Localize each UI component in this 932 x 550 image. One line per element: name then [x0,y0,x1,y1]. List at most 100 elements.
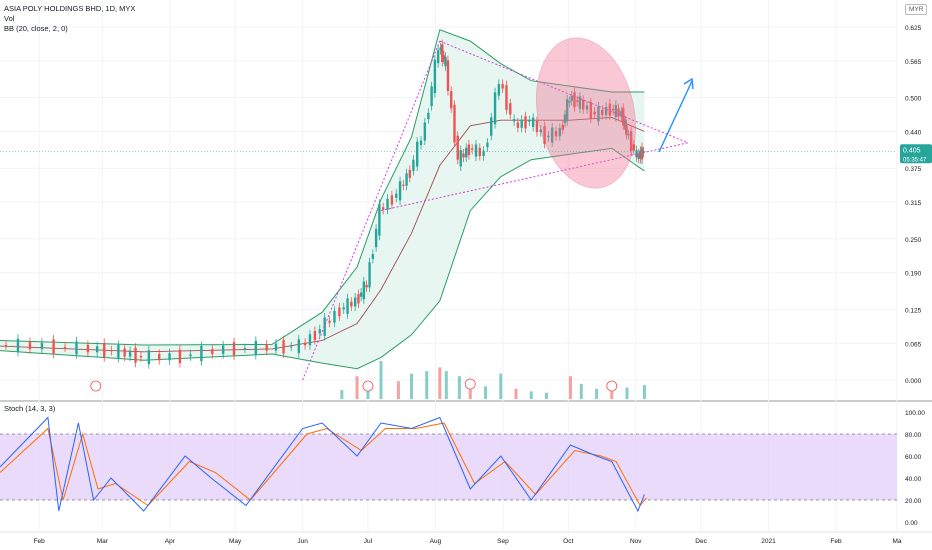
candle-body[interactable] [110,350,113,352]
candle-body[interactable] [456,135,459,160]
earnings-marker[interactable] [464,378,476,390]
candle-body[interactable] [117,344,120,358]
candle-body[interactable] [570,95,573,101]
candle-body[interactable] [433,59,437,94]
candle-body[interactable] [547,135,550,138]
candle-body[interactable] [474,144,478,157]
candle-body[interactable] [632,144,636,151]
candle-body[interactable] [28,342,32,350]
candle-body[interactable] [419,140,423,146]
candle-body[interactable] [601,109,604,116]
candle-body[interactable] [462,153,465,158]
candle-body[interactable] [362,281,366,300]
candle-body[interactable] [333,310,336,323]
candle-body[interactable] [589,102,593,119]
candle-body[interactable] [359,292,363,297]
candle-body[interactable] [614,104,618,118]
candle-body[interactable] [470,148,474,150]
candle-body[interactable] [123,348,126,357]
candle-body[interactable] [505,85,508,111]
candle-body[interactable] [232,342,236,356]
candle-body[interactable] [446,60,450,92]
candle-body[interactable] [427,112,430,120]
candle-body[interactable] [490,117,493,136]
candle-body[interactable] [398,181,402,201]
candle-body[interactable] [565,99,569,122]
candle-body[interactable] [243,348,247,350]
candle-body[interactable] [297,339,301,354]
bollinger-label[interactable]: BB (20, close, 2, 0) [4,24,68,33]
candle-body[interactable] [211,349,214,355]
candle-body[interactable] [265,344,268,351]
candle-body[interactable] [147,350,151,365]
candle-body[interactable] [558,128,562,137]
candle-body[interactable] [75,341,78,355]
candle-body[interactable] [444,56,447,67]
candle-body[interactable] [642,151,645,153]
candle-body[interactable] [543,126,546,144]
candle-body[interactable] [408,169,412,178]
candle-body[interactable] [597,106,600,122]
stochastic-label[interactable]: Stoch (14, 3, 3) [4,404,56,413]
candle-body[interactable] [516,122,520,128]
candle-body[interactable] [573,92,576,108]
candle-body[interactable] [512,119,516,122]
candle-body[interactable] [550,127,554,143]
candle-body[interactable] [158,353,161,361]
currency-badge[interactable]: MYR [905,4,928,15]
candle-body[interactable] [4,344,8,346]
candle-body[interactable] [386,198,389,210]
candle-body[interactable] [371,254,375,259]
candle-body[interactable] [95,346,99,353]
candle-body[interactable] [497,84,501,96]
candle-body[interactable] [289,346,293,348]
candle-body[interactable] [568,100,571,103]
candle-body[interactable] [128,351,132,357]
candle-body[interactable] [486,142,489,148]
candle-body[interactable] [622,107,625,126]
candle-body[interactable] [412,159,415,172]
stoch-k-line[interactable] [0,416,645,513]
candle-body[interactable] [464,147,468,158]
trend-line[interactable] [302,40,441,381]
candle-body[interactable] [450,91,453,109]
candle-body[interactable] [282,340,285,354]
candle-body[interactable] [313,330,317,341]
candle-body[interactable] [482,150,485,157]
candle-body[interactable] [52,339,55,354]
candle-body[interactable] [405,173,408,186]
candle-body[interactable] [430,86,433,107]
candle-body[interactable] [134,347,137,363]
candle-body[interactable] [604,106,608,116]
candle-body[interactable] [308,334,312,346]
candle-body[interactable] [593,111,596,115]
candle-body[interactable] [535,121,539,133]
candle-body[interactable] [509,103,512,115]
candle-body[interactable] [611,108,615,111]
candle-body[interactable] [467,144,471,156]
candle-body[interactable] [395,193,398,198]
earnings-marker[interactable] [90,380,102,392]
candle-body[interactable] [620,111,623,117]
candle-body[interactable] [520,119,523,128]
candle-body[interactable] [338,307,341,317]
candle-body[interactable] [16,338,20,353]
candle-body[interactable] [436,50,440,64]
candle-body[interactable] [629,131,633,151]
symbol-title[interactable]: ASIA POLY HOLDINGS BHD, 1D, MYX [4,4,136,13]
candle-body[interactable] [524,116,527,129]
candle-body[interactable] [328,320,331,323]
candle-body[interactable] [582,99,585,110]
candle-body[interactable] [617,108,620,117]
candle-body[interactable] [441,44,444,63]
candle-body[interactable] [103,342,106,358]
candle-body[interactable] [459,150,462,167]
candle-body[interactable] [318,329,321,334]
candle-body[interactable] [423,122,427,141]
candle-body[interactable] [554,130,558,137]
candle-body[interactable] [493,92,497,125]
candle-body[interactable] [178,349,182,364]
trend-line[interactable] [439,40,689,144]
candle-body[interactable] [576,100,579,102]
